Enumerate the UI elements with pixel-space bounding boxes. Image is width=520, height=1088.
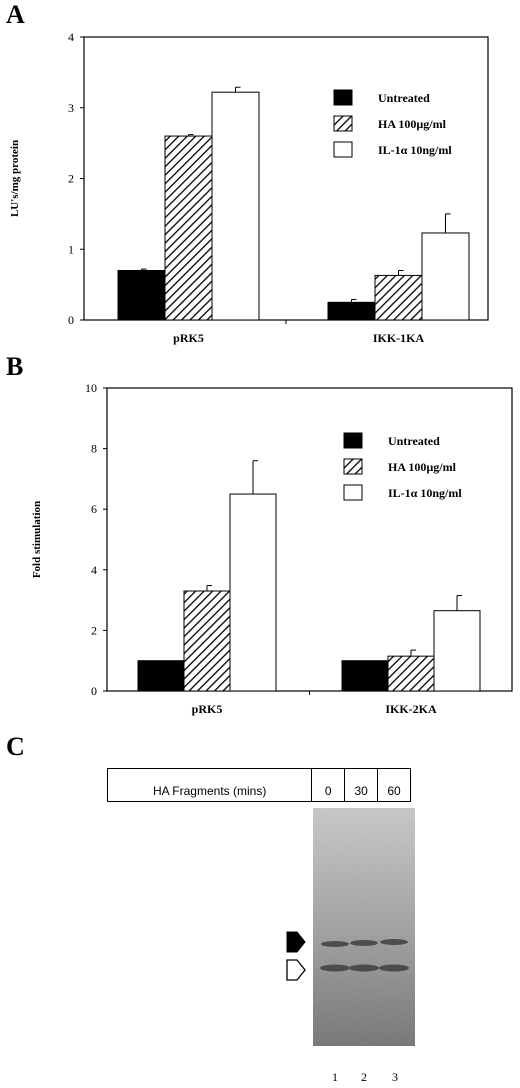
y-tick-label: 1 [68,242,74,256]
gel-band-upper-lane1 [321,941,349,947]
bar-1-1 [374,274,423,321]
bar-1-0 [164,135,213,321]
y-tick-label: 10 [85,381,97,395]
bar-0-0 [137,660,185,692]
legend-swatch [333,89,353,106]
gel-header-label: HA Fragments (mins) [152,784,267,798]
x-category-label: IKK-1KA [373,331,425,345]
bar-0-1 [341,660,389,692]
legend-label: HA 100µg/ml [378,117,447,131]
y-tick-label: 0 [68,313,74,327]
gel-band-lower-lane2 [349,964,379,972]
gel-arrows [286,931,306,981]
bar-2-0 [211,91,260,321]
legend-swatch [343,484,363,501]
x-category-label: IKK-2KA [385,702,437,716]
gel-header-table: HA Fragments (mins) 0 30 60 [107,768,411,802]
lane-number-2: 2 [361,1070,367,1084]
filled-arrow-icon [286,931,306,953]
chart-a: 0 1 2 3 4 LU's/mg protein pRK5 IKK-1KA Untreated… [9,30,489,345]
panel-c-letter: C [6,732,25,761]
legend-label: HA 100µg/ml [388,460,457,474]
legend-swatch [343,458,363,475]
gel-band-lower-lane3 [379,964,409,972]
gel-band-upper-lane2 [350,940,378,946]
y-tick-label: 0 [91,684,97,698]
y-tick-label: 3 [68,101,74,115]
y-axis-label: Fold stimulation [31,501,43,578]
y-tick-label: 2 [91,623,97,637]
gel-time-30: 30 [344,769,377,801]
open-arrow-icon [286,959,306,981]
legend-label: Untreated [378,91,430,105]
y-tick-label: 4 [91,563,97,577]
bar-0-1 [327,301,376,321]
legend-label: Untreated [388,434,440,448]
legend-label: IL-1α 10ng/ml [388,486,462,500]
legend-label: IL-1α 10ng/ml [378,143,452,157]
y-tick-label: 2 [68,172,74,186]
legend-swatch [333,141,353,158]
y-axis-label: LU's/mg protein [9,140,21,217]
x-category-label: pRK5 [173,331,204,345]
legend-swatch [343,432,363,449]
bar-0-0 [117,269,166,321]
legend-swatch [333,115,353,132]
chart-b: 0 2 4 6 8 10 Fold stimulation pRK5 IKK-2KA Untrea… [31,381,513,716]
gel-band-upper-lane3 [380,939,408,945]
gel-image [313,808,415,1046]
panel-a-letter: A [6,0,25,29]
gel-time-0: 0 [311,769,344,801]
y-tick-label: 4 [68,30,74,44]
bar-2-1 [421,232,470,321]
gel-band-lower-lane1 [320,964,350,972]
x-category-label: pRK5 [192,702,223,716]
panel-b-letter: B [6,352,24,381]
bar-1-0 [183,590,231,692]
bar-2-0 [229,493,277,692]
y-tick-label: 6 [91,502,97,516]
bar-1-1 [387,655,435,692]
lane-number-1: 1 [332,1070,338,1084]
bar-2-1 [433,610,481,692]
gel-bands [320,939,409,972]
gel-time-60: 60 [377,769,410,801]
y-tick-label: 8 [91,442,97,456]
lane-number-3: 3 [392,1070,398,1084]
